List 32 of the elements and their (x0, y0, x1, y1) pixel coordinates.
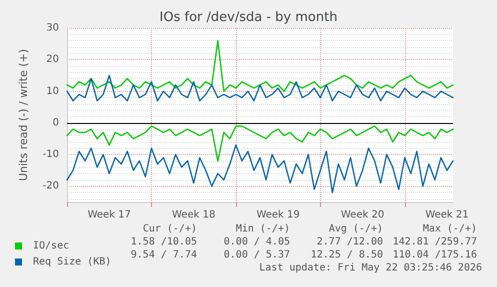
y-tick-label: 20 (46, 54, 59, 66)
x-tick-label: Week 20 (340, 210, 384, 220)
chart-title: IOs for /dev/sda - by month (160, 10, 338, 25)
y-tick-label: 0 (52, 117, 59, 128)
text: Max (-/+) (422, 224, 477, 234)
y-tick-label: -10 (42, 149, 59, 160)
y-tick-label: 30 (46, 22, 59, 34)
x-tick-label: Week 21 (425, 210, 469, 220)
text: Min (-/+) (236, 224, 290, 234)
legend-label: Req Size (KB) (33, 256, 112, 268)
text: Avg (-/+) (328, 224, 383, 234)
legend-label: IO/sec (33, 240, 70, 252)
text: 1.58 /10.05 (130, 236, 197, 248)
text: 12.25 / 8.50 (310, 250, 383, 260)
line-series (66, 74, 454, 102)
x-tick-label: Week 19 (256, 210, 300, 220)
line-series (66, 125, 454, 162)
text: Cur (-/+) (142, 224, 197, 234)
text: 9.54 / 7.74 (130, 250, 197, 260)
text: Last update: Fri May 22 03:25:46 2026 (259, 262, 482, 274)
text: 142.81 /259.77 (392, 236, 477, 248)
x-tick-label: Week 18 (172, 210, 216, 220)
y-tick-label: -20 (42, 180, 59, 192)
text: 0.00 / 5.37 (224, 250, 290, 260)
y-axis-title: Units read (-) / write (+) (17, 48, 30, 182)
line-series (66, 144, 454, 194)
line-series (66, 40, 454, 92)
text: 0.00 / 4.05 (224, 236, 290, 248)
text: 110.04 /175.16 (392, 250, 477, 260)
y-tick-label: 10 (46, 86, 59, 97)
x-tick-label: Week 17 (88, 210, 131, 220)
text: 2.77 /12.00 (316, 236, 383, 248)
